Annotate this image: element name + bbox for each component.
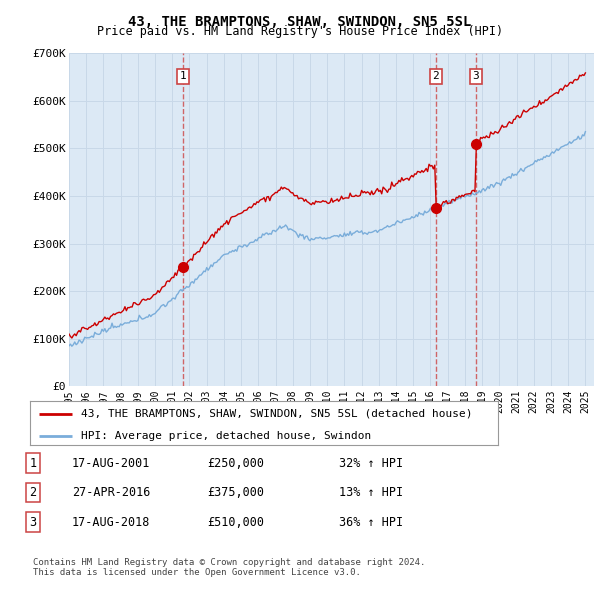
Text: 17-AUG-2001: 17-AUG-2001 — [72, 457, 151, 470]
Text: Price paid vs. HM Land Registry's House Price Index (HPI): Price paid vs. HM Land Registry's House … — [97, 25, 503, 38]
Text: £250,000: £250,000 — [207, 457, 264, 470]
Text: £510,000: £510,000 — [207, 516, 264, 529]
Text: 2: 2 — [433, 71, 439, 81]
Text: 3: 3 — [472, 71, 479, 81]
Text: 43, THE BRAMPTONS, SHAW, SWINDON, SN5 5SL: 43, THE BRAMPTONS, SHAW, SWINDON, SN5 5S… — [128, 15, 472, 29]
Text: 43, THE BRAMPTONS, SHAW, SWINDON, SN5 5SL (detached house): 43, THE BRAMPTONS, SHAW, SWINDON, SN5 5S… — [82, 409, 473, 418]
Text: 27-APR-2016: 27-APR-2016 — [72, 486, 151, 499]
Text: 1: 1 — [179, 71, 187, 81]
Text: HPI: Average price, detached house, Swindon: HPI: Average price, detached house, Swin… — [82, 431, 372, 441]
Text: 32% ↑ HPI: 32% ↑ HPI — [339, 457, 403, 470]
Text: 13% ↑ HPI: 13% ↑ HPI — [339, 486, 403, 499]
Text: 2: 2 — [29, 486, 37, 499]
Text: 36% ↑ HPI: 36% ↑ HPI — [339, 516, 403, 529]
Text: £375,000: £375,000 — [207, 486, 264, 499]
Text: Contains HM Land Registry data © Crown copyright and database right 2024.
This d: Contains HM Land Registry data © Crown c… — [33, 558, 425, 577]
Text: 1: 1 — [29, 457, 37, 470]
Text: 3: 3 — [29, 516, 37, 529]
Text: 17-AUG-2018: 17-AUG-2018 — [72, 516, 151, 529]
